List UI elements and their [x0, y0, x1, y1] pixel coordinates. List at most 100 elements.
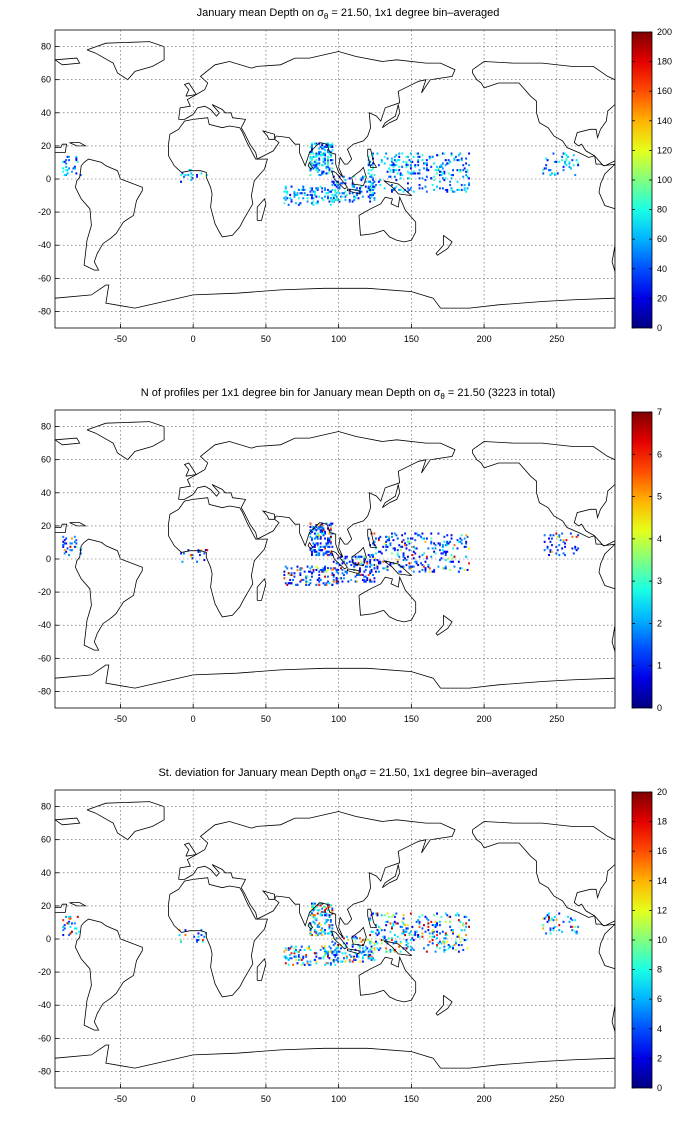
- data-cell: [181, 172, 184, 175]
- data-cell: [385, 152, 388, 155]
- data-cell: [463, 545, 466, 548]
- data-cell: [370, 164, 373, 167]
- coastline: [74, 538, 143, 651]
- data-cell: [337, 562, 340, 565]
- data-cell: [408, 177, 411, 180]
- data-cell: [327, 164, 329, 167]
- data-cell: [76, 915, 79, 918]
- data-cell: [468, 547, 470, 550]
- data-cell: [319, 525, 322, 528]
- data-cell: [562, 165, 565, 168]
- data-cell: [565, 539, 568, 542]
- map-layer: [55, 421, 615, 689]
- data-cell: [356, 937, 358, 940]
- data-cell: [334, 184, 337, 187]
- data-cell: [359, 937, 361, 940]
- data-cell: [398, 169, 401, 172]
- map-panel-mean-depth: January mean Depth on σθ = 21.50, 1x1 de…: [0, 0, 696, 380]
- colorbar-tick-label: 0: [657, 1083, 662, 1093]
- data-cell: [331, 927, 334, 930]
- data-cell: [386, 912, 389, 915]
- data-cell: [345, 555, 348, 558]
- data-cell: [353, 955, 356, 958]
- data-cell: [337, 184, 340, 187]
- data-cell: [399, 172, 402, 175]
- data-cell: [465, 170, 468, 173]
- data-cell: [375, 940, 377, 943]
- data-cell: [401, 565, 404, 568]
- data-cell: [428, 157, 431, 160]
- data-cell: [296, 962, 299, 965]
- data-cell: [327, 952, 329, 955]
- data-cell: [391, 164, 393, 167]
- data-cell: [311, 188, 313, 191]
- data-cell: [331, 144, 334, 147]
- data-cell: [561, 547, 564, 550]
- data-cell: [290, 198, 293, 201]
- data-cell: [468, 182, 470, 185]
- data-cell: [363, 950, 366, 953]
- data-cell: [363, 175, 366, 178]
- data-cell: [300, 963, 303, 966]
- data-cell: [444, 550, 447, 553]
- data-cell: [370, 175, 373, 178]
- data-cell: [466, 535, 469, 538]
- data-cell: [289, 582, 292, 585]
- data-cell: [331, 924, 334, 927]
- data-cell: [392, 942, 395, 945]
- data-cell: [327, 575, 329, 578]
- data-cell: [411, 537, 414, 540]
- data-cell: [299, 192, 302, 195]
- coastline: [383, 560, 413, 577]
- data-cell: [321, 522, 324, 525]
- data-cell: [443, 550, 446, 553]
- data-cell: [385, 545, 388, 548]
- data-cell: [460, 539, 463, 542]
- data-cell: [444, 948, 447, 951]
- data-cell: [315, 934, 318, 937]
- data-cell: [465, 939, 468, 942]
- data-cell: [444, 937, 447, 940]
- data-cell: [446, 914, 449, 917]
- data-cell: [393, 155, 396, 158]
- data-cell: [380, 914, 383, 917]
- data-cell: [375, 552, 377, 555]
- colorbar-tick-label: 20: [657, 293, 667, 303]
- data-cell: [439, 180, 441, 183]
- coastline: [183, 842, 197, 857]
- data-cell: [312, 568, 315, 571]
- data-cell: [389, 930, 392, 933]
- data-cell: [369, 559, 372, 562]
- data-cell: [395, 169, 398, 172]
- data-cell: [340, 195, 342, 198]
- data-cell: [411, 925, 414, 928]
- x-tick-label: 200: [477, 714, 492, 724]
- data-cell: [450, 174, 453, 177]
- coastline: [183, 82, 197, 97]
- data-cell: [293, 955, 296, 958]
- data-cell: [395, 185, 398, 188]
- data-cell: [443, 948, 446, 951]
- data-cell: [303, 188, 306, 191]
- data-cell: [392, 922, 395, 925]
- data-cell: [457, 159, 460, 162]
- data-cell: [328, 945, 331, 948]
- data-cell: [302, 957, 305, 960]
- coastline: [331, 550, 349, 570]
- data-cell: [372, 192, 374, 195]
- data-cell: [306, 200, 309, 203]
- data-cell: [322, 160, 325, 163]
- data-cell: [311, 530, 313, 533]
- data-cell: [456, 169, 459, 172]
- data-cell: [402, 554, 405, 557]
- data-cell: [370, 182, 373, 185]
- data-cell: [305, 955, 308, 958]
- data-cell: [450, 152, 453, 155]
- data-cell: [73, 535, 76, 538]
- data-cell: [420, 562, 422, 565]
- data-cell: [327, 902, 329, 905]
- data-cell: [329, 947, 332, 950]
- data-cell: [353, 198, 356, 201]
- data-cell: [463, 939, 466, 942]
- data-cell: [359, 187, 361, 190]
